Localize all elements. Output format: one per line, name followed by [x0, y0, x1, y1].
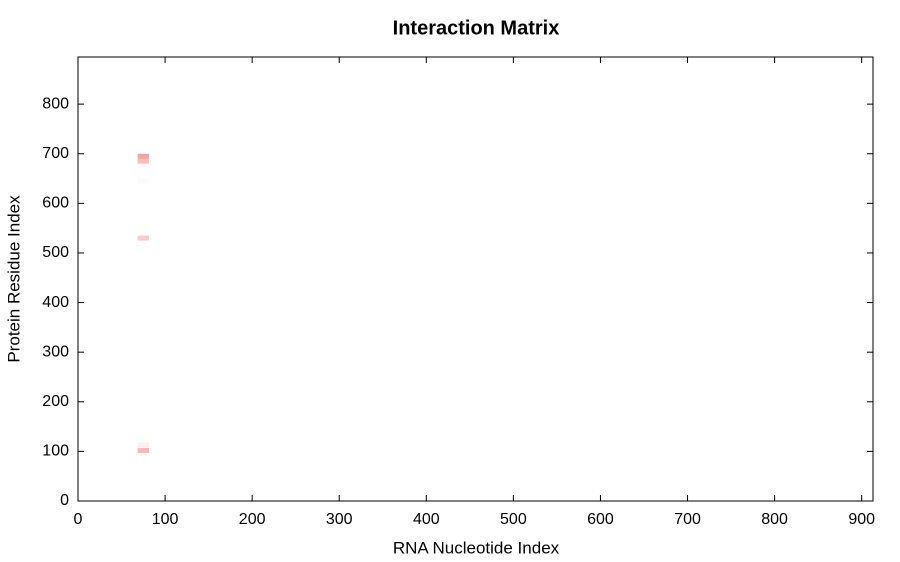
y-tick-label: 400	[42, 294, 69, 311]
y-tick-label: 600	[42, 195, 69, 212]
x-tick-label: 700	[674, 511, 701, 528]
heatmap-cell	[137, 447, 149, 453]
x-tick-label: 100	[152, 511, 179, 528]
y-tick-label: 500	[42, 244, 69, 261]
y-tick-label: 200	[42, 393, 69, 410]
heatmap-cell	[137, 158, 149, 164]
x-axis-label: RNA Nucleotide Index	[393, 538, 560, 557]
x-tick-label: 0	[74, 511, 83, 528]
chart-title: Interaction Matrix	[393, 17, 560, 39]
y-tick-label: 100	[42, 443, 69, 460]
y-tick-label: 300	[42, 343, 69, 360]
y-tick-label: 700	[42, 145, 69, 162]
x-tick-label: 200	[239, 511, 266, 528]
heatmap-cell	[138, 179, 149, 184]
heatmap-cell	[137, 442, 149, 448]
x-tick-label: 300	[326, 511, 353, 528]
heatmap-cell	[137, 153, 149, 159]
x-tick-label: 800	[761, 511, 788, 528]
x-tick-label: 400	[413, 511, 440, 528]
x-tick-label: 500	[500, 511, 527, 528]
plot-frame	[77, 56, 874, 502]
heatmap-cell	[137, 235, 149, 241]
y-axis-label: Protein Residue Index	[4, 195, 23, 363]
y-tick-label: 800	[42, 95, 69, 112]
y-tick-label: 0	[60, 492, 69, 509]
x-tick-label: 600	[587, 511, 614, 528]
x-tick-label: 900	[848, 511, 875, 528]
